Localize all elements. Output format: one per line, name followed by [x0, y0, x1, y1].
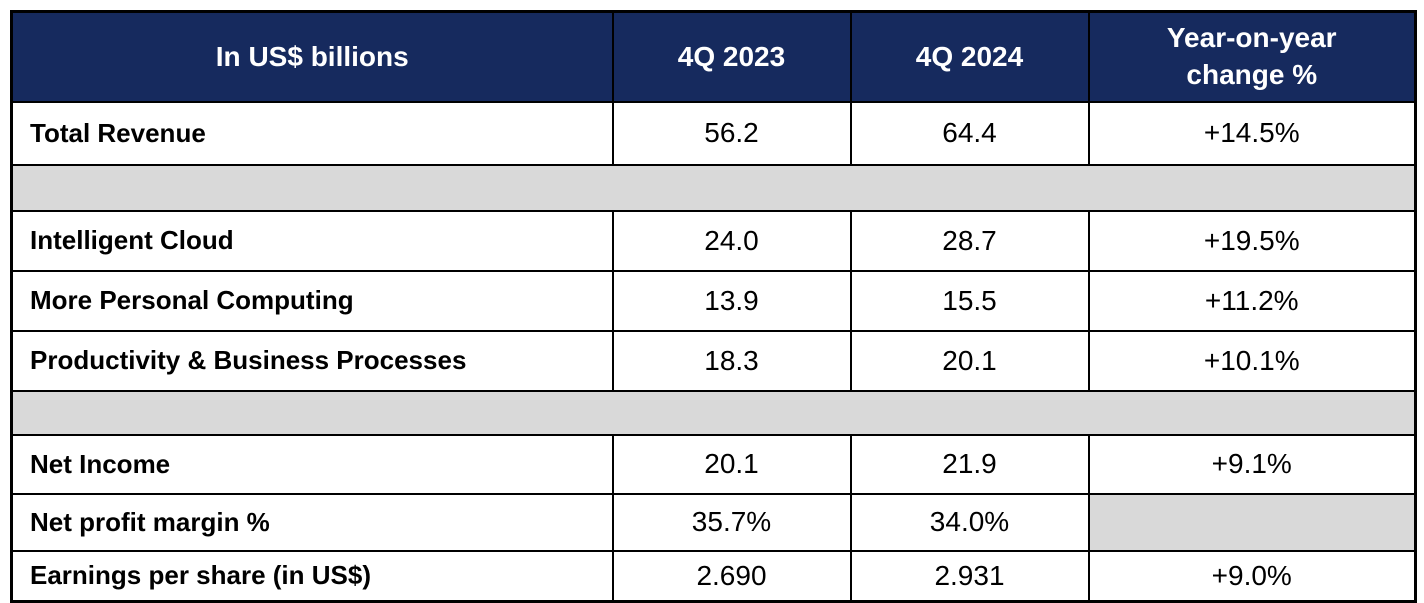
table-row-net-income: Net Income 20.1 21.9 +9.1% — [10, 433, 1417, 495]
row-label: More Personal Computing — [10, 269, 614, 332]
q4-2023-value: 35.7% — [611, 492, 852, 552]
yoy-change-value: +11.2% — [1087, 269, 1417, 332]
q4-2024-value: 21.9 — [849, 433, 1090, 495]
header-yoy-change: Year-on-year change % — [1087, 10, 1417, 103]
q4-2023-value: 13.9 — [611, 269, 852, 332]
yoy-change-value: +14.5% — [1087, 100, 1417, 166]
yoy-change-value: +9.0% — [1087, 549, 1417, 603]
q4-2024-value: 15.5 — [849, 269, 1090, 332]
q4-2023-value: 20.1 — [611, 433, 852, 495]
financial-results-table: In US$ billions 4Q 2023 4Q 2024 Year-on-… — [10, 10, 1417, 603]
row-label: Total Revenue — [10, 100, 614, 166]
row-label: Net profit margin % — [10, 492, 614, 552]
table-row-intelligent-cloud: Intelligent Cloud 24.0 28.7 +19.5% — [10, 209, 1417, 272]
q4-2023-value: 56.2 — [611, 100, 852, 166]
spacer-row — [10, 163, 1417, 212]
header-4q-2023: 4Q 2023 — [611, 10, 852, 103]
q4-2024-value: 34.0% — [849, 492, 1090, 552]
q4-2024-value: 20.1 — [849, 329, 1090, 392]
table-row-more-personal-computing: More Personal Computing 13.9 15.5 +11.2% — [10, 269, 1417, 332]
header-row: In US$ billions 4Q 2023 4Q 2024 Year-on-… — [10, 10, 1417, 103]
table-row-total-revenue: Total Revenue 56.2 64.4 +14.5% — [10, 100, 1417, 166]
table-row-productivity-business-processes: Productivity & Business Processes 18.3 2… — [10, 329, 1417, 392]
q4-2023-value: 18.3 — [611, 329, 852, 392]
table-row-earnings-per-share: Earnings per share (in US$) 2.690 2.931 … — [10, 549, 1417, 603]
yoy-change-value: +9.1% — [1087, 433, 1417, 495]
q4-2023-value: 2.690 — [611, 549, 852, 603]
table-row-net-profit-margin: Net profit margin % 35.7% 34.0% — [10, 492, 1417, 552]
row-label: Intelligent Cloud — [10, 209, 614, 272]
q4-2024-value: 28.7 — [849, 209, 1090, 272]
q4-2023-value: 24.0 — [611, 209, 852, 272]
yoy-change-value: +10.1% — [1087, 329, 1417, 392]
q4-2024-value: 2.931 — [849, 549, 1090, 603]
row-label: Productivity & Business Processes — [10, 329, 614, 392]
spacer-row — [10, 389, 1417, 436]
q4-2024-value: 64.4 — [849, 100, 1090, 166]
spacer-band — [10, 163, 1417, 212]
header-units-label: In US$ billions — [10, 10, 614, 103]
yoy-change-empty-cell — [1087, 492, 1417, 552]
header-4q-2024: 4Q 2024 — [849, 10, 1090, 103]
row-label: Net Income — [10, 433, 614, 495]
yoy-change-value: +19.5% — [1087, 209, 1417, 272]
spacer-band — [10, 389, 1417, 436]
row-label: Earnings per share (in US$) — [10, 549, 614, 603]
